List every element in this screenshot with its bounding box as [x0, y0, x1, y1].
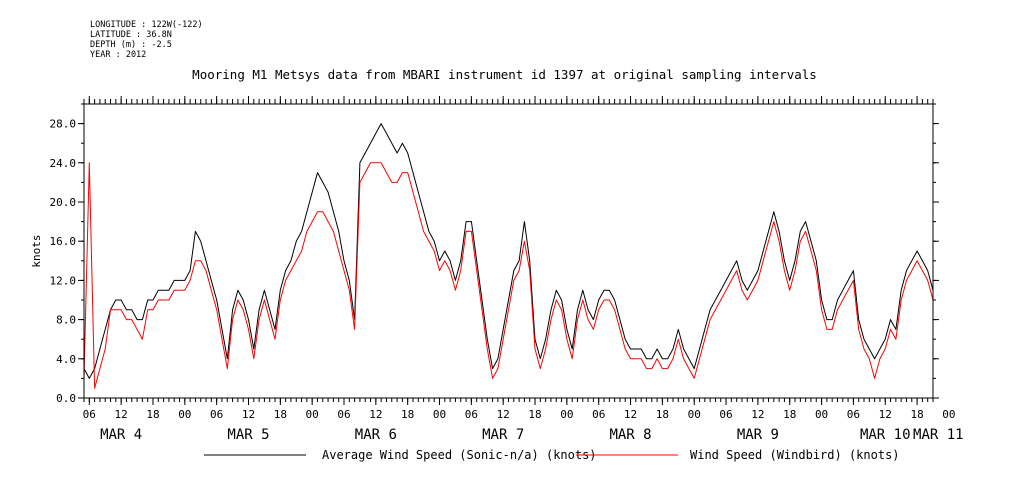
x-day-label: MAR 5: [227, 427, 269, 443]
x-day-label: MAR 7: [482, 427, 524, 443]
x-tick-label: 12: [115, 408, 128, 421]
x-tick-label: 06: [210, 408, 223, 421]
x-day-label: MAR 9: [737, 427, 779, 443]
x-tick-label: 12: [879, 408, 892, 421]
y-tick-label: 0.0: [56, 392, 76, 405]
x-tick-label: 18: [146, 408, 159, 421]
legend-label-windbird: Wind Speed (Windbird) (knots): [690, 448, 900, 462]
x-tick-label: 18: [274, 408, 287, 421]
x-tick-label: 12: [624, 408, 637, 421]
x-tick-label: 12: [369, 408, 382, 421]
x-tick-label: 18: [528, 408, 541, 421]
y-tick-label: 20.0: [50, 196, 77, 209]
series-line-windbird: [83, 162, 934, 389]
chart-title: Mooring M1 Metsys data from MBARI instru…: [192, 67, 817, 82]
x-tick-label: 00: [942, 408, 955, 421]
x-tick-label: 12: [751, 408, 764, 421]
x-day-label: MAR 6: [355, 427, 397, 443]
y-axis-label: knots: [30, 234, 43, 267]
x-tick-label: 06: [592, 408, 605, 421]
mooring-metadata: LONGITUDE : 122W(-122) LATITUDE : 36.8N DE…: [90, 20, 203, 60]
y-tick-label: 16.0: [50, 235, 77, 248]
legend: Average Wind Speed (Sonic-n/a) (knots) Wi…: [204, 448, 900, 462]
depth-label: DEPTH (m) : -2.5: [90, 40, 172, 50]
x-tick-label: 18: [401, 408, 414, 421]
x-day-label: MAR 8: [609, 427, 651, 443]
x-tick-label: 00: [306, 408, 319, 421]
y-tick-label: 24.0: [50, 157, 77, 170]
x-day-label: MAR 4: [100, 427, 142, 443]
y-tick-label: 8.0: [56, 314, 76, 327]
x-tick-label: 00: [178, 408, 191, 421]
y-tick-label: 28.0: [50, 118, 77, 131]
latitude-label: LATITUDE : 36.8N: [90, 30, 172, 40]
x-tick-label: 00: [433, 408, 446, 421]
y-tick-label: 4.0: [56, 353, 76, 366]
x-day-label: MAR 11: [913, 427, 964, 443]
x-tick-label: 00: [560, 408, 573, 421]
x-tick-label: 00: [815, 408, 828, 421]
x-tick-label: 12: [497, 408, 510, 421]
legend-label-sonic: Average Wind Speed (Sonic-n/a) (knots): [322, 448, 597, 462]
x-tick-label: 06: [83, 408, 96, 421]
year-label: YEAR : 2012: [90, 50, 147, 60]
x-day-label: MAR 10: [860, 427, 911, 443]
x-tick-label: 06: [465, 408, 478, 421]
x-tick-label: 00: [688, 408, 701, 421]
x-tick-label: 18: [783, 408, 796, 421]
y-tick-label: 12.0: [50, 274, 77, 287]
x-tick-label: 18: [656, 408, 669, 421]
longitude-label: LONGITUDE : 122W(-122): [90, 20, 203, 30]
x-tick-label: 06: [337, 408, 350, 421]
plot-frame: [83, 103, 934, 399]
x-tick-label: 18: [910, 408, 923, 421]
series-line-sonic-average: [83, 123, 934, 379]
x-tick-label: 06: [719, 408, 732, 421]
x-tick-label: 12: [242, 408, 255, 421]
x-tick-label: 06: [847, 408, 860, 421]
